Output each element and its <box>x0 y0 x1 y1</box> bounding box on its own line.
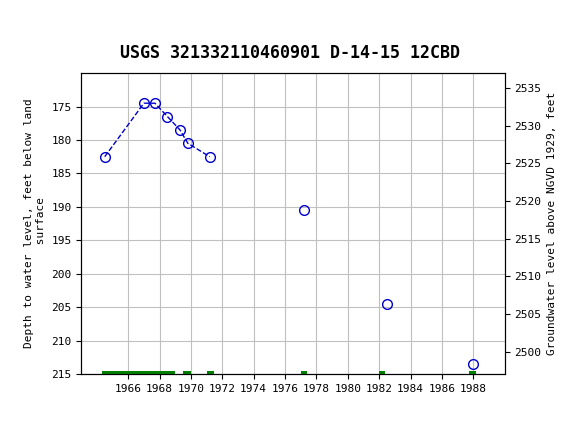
Legend: Period of approved data: Period of approved data <box>195 429 391 430</box>
Text: ≡USGS: ≡USGS <box>12 16 70 35</box>
Y-axis label: Depth to water level, feet below land
 surface: Depth to water level, feet below land su… <box>24 99 46 348</box>
Bar <box>469 371 476 375</box>
Bar <box>206 371 215 375</box>
Bar <box>102 371 175 375</box>
Y-axis label: Groundwater level above NGVD 1929, feet: Groundwater level above NGVD 1929, feet <box>547 92 557 355</box>
Bar <box>379 371 386 375</box>
Bar <box>183 371 191 375</box>
Text: USGS 321332110460901 D-14-15 12CBD: USGS 321332110460901 D-14-15 12CBD <box>120 44 460 62</box>
Bar <box>301 371 307 375</box>
